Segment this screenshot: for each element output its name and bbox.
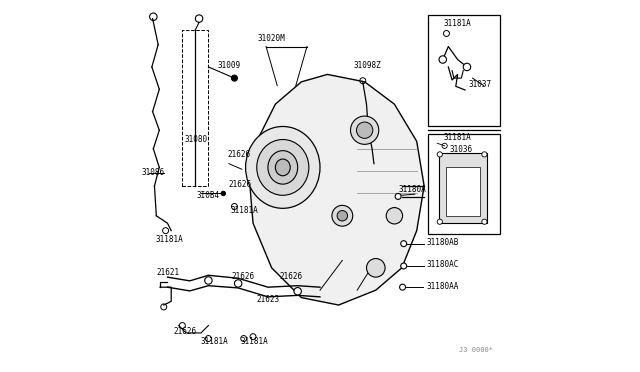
Bar (182, 30, 209, 186)
Text: 21626: 21626 (229, 180, 252, 189)
Circle shape (205, 277, 212, 284)
Circle shape (482, 219, 487, 224)
Text: 31080: 31080 (184, 135, 207, 144)
Circle shape (337, 211, 348, 221)
Bar (428, 15, 500, 126)
Circle shape (232, 203, 237, 209)
Text: 3I0B4: 3I0B4 (196, 191, 220, 200)
Ellipse shape (257, 140, 309, 195)
Polygon shape (250, 74, 424, 305)
Text: 21621: 21621 (156, 268, 179, 277)
Text: 21626: 21626 (173, 327, 196, 336)
Circle shape (241, 336, 246, 341)
Bar (439, 153, 488, 223)
Circle shape (232, 75, 237, 81)
Text: 31181A: 31181A (444, 19, 471, 28)
Circle shape (351, 116, 379, 144)
Text: 31086: 31086 (141, 169, 164, 177)
Circle shape (395, 193, 401, 199)
Circle shape (250, 334, 256, 340)
Circle shape (439, 56, 447, 63)
Text: 21623: 21623 (257, 295, 280, 304)
Text: 31181A: 31181A (240, 337, 268, 346)
Text: 31180AB: 31180AB (426, 238, 458, 247)
Text: J3 0000*: J3 0000* (460, 347, 493, 353)
Text: 21626: 21626 (279, 272, 302, 280)
Text: 21626: 21626 (232, 272, 255, 280)
Ellipse shape (275, 159, 290, 176)
Text: 21626: 21626 (227, 150, 250, 159)
Text: 31180AA: 31180AA (426, 282, 458, 291)
Circle shape (463, 63, 470, 71)
Bar (428, 134, 500, 234)
Text: 31009: 31009 (218, 61, 241, 70)
Text: 31098Z: 31098Z (353, 61, 381, 70)
Circle shape (437, 219, 442, 224)
Circle shape (163, 228, 168, 234)
Ellipse shape (246, 126, 320, 208)
Text: 31180AC: 31180AC (426, 260, 458, 269)
Ellipse shape (268, 151, 298, 184)
Circle shape (221, 191, 225, 196)
Circle shape (234, 280, 242, 287)
Bar (447, 167, 480, 216)
Text: 31181A: 31181A (156, 235, 183, 244)
Circle shape (401, 263, 406, 269)
Circle shape (386, 208, 403, 224)
Text: 31036: 31036 (449, 145, 472, 154)
Text: 31181A: 31181A (231, 206, 259, 215)
Text: 31020M: 31020M (258, 34, 285, 43)
Text: 31181A: 31181A (444, 133, 471, 142)
Text: 31181A: 31181A (200, 337, 228, 346)
Circle shape (367, 259, 385, 277)
Circle shape (294, 288, 301, 295)
Circle shape (399, 284, 406, 290)
Circle shape (482, 152, 487, 157)
Circle shape (401, 241, 406, 247)
Circle shape (356, 122, 373, 138)
Circle shape (332, 205, 353, 226)
Circle shape (205, 336, 211, 341)
Text: 31037: 31037 (468, 80, 492, 89)
Circle shape (437, 152, 442, 157)
Text: 31180A: 31180A (399, 185, 427, 194)
